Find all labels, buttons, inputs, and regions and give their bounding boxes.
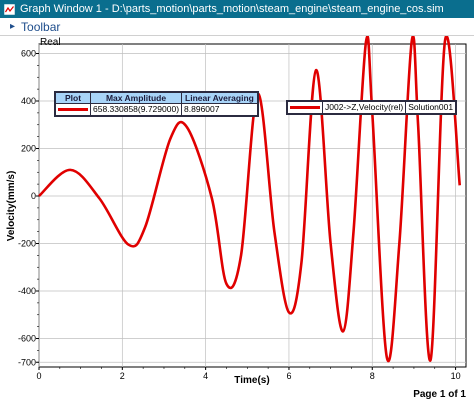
y-tick-label: 600 <box>21 49 36 59</box>
x-tick-label: 4 <box>203 371 208 381</box>
legend-swatch-cell <box>286 100 323 115</box>
y-tick-label: 200 <box>21 144 36 154</box>
legend-swatch <box>290 106 320 110</box>
chevron-right-icon: ▸ <box>10 21 16 32</box>
stats-swatch-cell <box>54 103 91 117</box>
x-tick-label: 0 <box>36 371 41 381</box>
stats-linear-averaging: 8.896007 <box>181 103 259 117</box>
page-indicator: Page 1 of 1 <box>413 389 466 400</box>
y-tick-label: 400 <box>21 96 36 106</box>
y-tick-label: 0 <box>31 191 36 201</box>
stats-max-amplitude: 658.330858(9.729000) <box>89 103 183 117</box>
legend: J002->Z,Velocity(rel) Solution001 <box>286 100 458 115</box>
stats-header-linear-averaging: Linear Averaging <box>181 91 259 104</box>
x-axis-label: Time(s) <box>234 375 269 386</box>
window-title: Graph Window 1 - D:\parts_motion\parts_m… <box>20 3 444 15</box>
y-tick-label: -400 <box>18 286 36 296</box>
toolbar-label: Toolbar <box>21 19 61 34</box>
window-titlebar[interactable]: Graph Window 1 - D:\parts_motion\parts_m… <box>0 0 474 18</box>
y-tick-label: -200 <box>18 239 36 249</box>
y-tick-label: -600 <box>18 334 36 344</box>
series-swatch <box>58 108 88 112</box>
stats-table: Plot Max Amplitude Linear Averaging 658.… <box>54 91 259 117</box>
corner-label: Real <box>40 37 61 48</box>
y-axis-label: Velocity(mm/s) <box>6 171 17 242</box>
stats-header-plot: Plot <box>54 91 91 104</box>
graph-window-icon <box>4 3 15 15</box>
graph-area[interactable]: -700 -600 -400 -200 0 200 400 600 0 2 4 6 8 10 Real … <box>0 34 474 406</box>
stats-header-max-amplitude: Max Amplitude <box>89 91 183 104</box>
x-tick-label: 6 <box>286 371 291 381</box>
y-tick-label: -700 <box>18 357 36 367</box>
x-tick-label: 2 <box>120 371 125 381</box>
toolbar-toggle[interactable]: ▸ Toolbar <box>0 18 474 36</box>
legend-series-label: J002->Z,Velocity(rel) <box>321 100 407 115</box>
legend-solution-label: Solution001 <box>405 100 457 115</box>
table-row: 658.330858(9.729000) 8.896007 <box>54 103 259 117</box>
x-tick-label: 10 <box>451 371 461 381</box>
x-tick-label: 8 <box>370 371 375 381</box>
legend-entry[interactable]: J002->Z,Velocity(rel) Solution001 <box>286 100 457 115</box>
